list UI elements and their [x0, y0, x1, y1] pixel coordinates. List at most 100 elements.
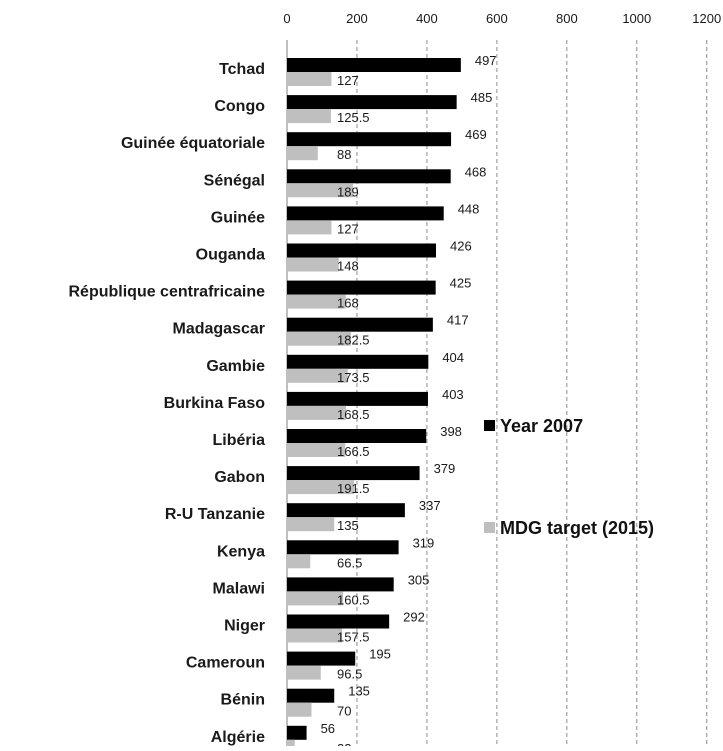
category-label: Ouganda [196, 247, 265, 264]
bar-mdg-target [287, 183, 354, 198]
bar-year-2007 [287, 132, 452, 147]
category-label: Gambie [206, 358, 265, 375]
bar-mdg-target [287, 220, 332, 235]
bar-mdg-target [287, 739, 295, 751]
data-label-mdg-target: 70 [337, 704, 351, 719]
category-label: R-U Tanzanie [165, 506, 265, 523]
data-label-mdg-target: 125.5 [337, 110, 370, 125]
data-label-mdg-target: 127 [337, 221, 359, 236]
bar-mdg-target [287, 72, 332, 86]
x-tick-label: 400 [416, 11, 438, 26]
bar-year-2007 [287, 577, 394, 592]
data-label-year-2007: 426 [450, 239, 472, 254]
data-label-mdg-target: 160.5 [337, 592, 370, 607]
data-label-year-2007: 135 [348, 684, 370, 699]
data-label-mdg-target: 168.5 [337, 407, 370, 422]
data-label-mdg-target: 66.5 [337, 555, 362, 570]
legend: Year 2007 MDG target (2015) [484, 416, 654, 538]
bar-year-2007 [287, 354, 429, 369]
data-label-mdg-target: 191.5 [337, 481, 370, 496]
bar-year-2007 [287, 429, 427, 443]
category-label: Tchad [219, 61, 265, 78]
x-tick-label: 600 [486, 11, 508, 26]
category-label: Malawi [213, 580, 265, 597]
x-tick-label: 800 [556, 11, 578, 26]
bar-mdg-target [287, 331, 351, 346]
legend-mdg-target-label: MDG target (2015) [500, 518, 654, 538]
data-label-year-2007: 319 [413, 535, 435, 550]
data-label-year-2007: 417 [447, 313, 469, 328]
category-label: Guinée équatoriale [121, 135, 265, 152]
category-label: Burkina Faso [164, 395, 266, 412]
bar-year-2007 [287, 614, 390, 629]
data-label-year-2007: 497 [475, 53, 497, 68]
data-label-mdg-target: 189 [337, 184, 359, 199]
data-label-mdg-target: 127 [337, 73, 359, 88]
data-label-mdg-target: 148 [337, 259, 359, 274]
category-label: Libéria [213, 432, 266, 449]
category-label: Bénin [221, 692, 265, 709]
data-label-year-2007: 485 [471, 90, 493, 105]
bar-year-2007 [287, 95, 457, 110]
category-label: Madagascar [173, 321, 266, 338]
bar-mdg-target [287, 368, 348, 383]
data-label-mdg-target: 157.5 [337, 630, 370, 645]
data-label-year-2007: 398 [440, 424, 462, 439]
data-label-mdg-target: 182.5 [337, 333, 370, 348]
bar-mdg-target [287, 702, 312, 717]
bar-mdg-target [287, 517, 335, 532]
category-label: Kenya [217, 543, 265, 560]
bar-year-2007 [287, 651, 356, 666]
category-label: Guinée [211, 209, 265, 226]
bar-mdg-target [287, 591, 344, 606]
bar-year-2007 [287, 58, 461, 72]
x-tick-label: 1200 [692, 11, 721, 26]
bar-year-2007 [287, 725, 307, 740]
category-label: Gabon [214, 469, 265, 486]
data-label-year-2007: 404 [442, 350, 464, 365]
x-tick-label: 1000 [622, 11, 651, 26]
data-label-year-2007: 379 [434, 461, 456, 476]
data-label-year-2007: 425 [450, 276, 472, 291]
data-label-mdg-target: 96.5 [337, 667, 362, 682]
data-label-year-2007: 195 [369, 647, 391, 662]
data-label-year-2007: 448 [458, 201, 480, 216]
category-label: Algérie [211, 729, 265, 746]
category-labels: Tchad Congo Guinée équatoriale Sénégal Guiné… [69, 61, 266, 746]
bar-year-2007 [287, 243, 437, 258]
bar-mdg-target [287, 146, 318, 161]
bar-mdg-target [287, 109, 331, 124]
data-label-year-2007: 469 [465, 127, 487, 142]
category-label: République centrafricaine [69, 284, 266, 301]
category-label: Niger [224, 618, 265, 635]
bar-mdg-target [287, 554, 311, 569]
bar-year-2007 [287, 540, 399, 555]
category-label: Sénégal [204, 172, 265, 189]
data-label-mdg-target: 173.5 [337, 370, 370, 385]
data-label-year-2007: 337 [419, 498, 441, 513]
bar-year-2007 [287, 503, 405, 518]
bars [287, 58, 461, 751]
legend-year-2007-swatch [484, 420, 495, 431]
bar-year-2007 [287, 466, 420, 481]
bar-year-2007 [287, 688, 335, 703]
bar-mdg-target [287, 294, 346, 309]
data-label-year-2007: 468 [465, 164, 487, 179]
data-labels: 497 127 485 125.5 469 88 468 189 448 127 426 148 425… [321, 53, 497, 751]
data-label-mdg-target: 135 [337, 518, 359, 533]
bar-year-2007 [287, 280, 436, 295]
bar-mdg-target [287, 480, 354, 495]
legend-year-2007-label: Year 2007 [500, 416, 583, 436]
bar-year-2007 [287, 206, 444, 221]
category-label: Cameroun [186, 655, 265, 672]
legend-mdg-target-swatch [484, 522, 495, 533]
category-label: Congo [214, 98, 265, 115]
bar-mdg-target [287, 443, 346, 457]
data-label-mdg-target: 88 [337, 147, 351, 162]
data-label-mdg-target: 168 [337, 296, 359, 311]
x-tick-label: 0 [283, 11, 290, 26]
data-label-year-2007: 305 [408, 572, 430, 587]
data-label-year-2007: 292 [403, 610, 425, 625]
bar-mdg-target [287, 665, 321, 680]
bar-mdg-target [287, 405, 346, 420]
